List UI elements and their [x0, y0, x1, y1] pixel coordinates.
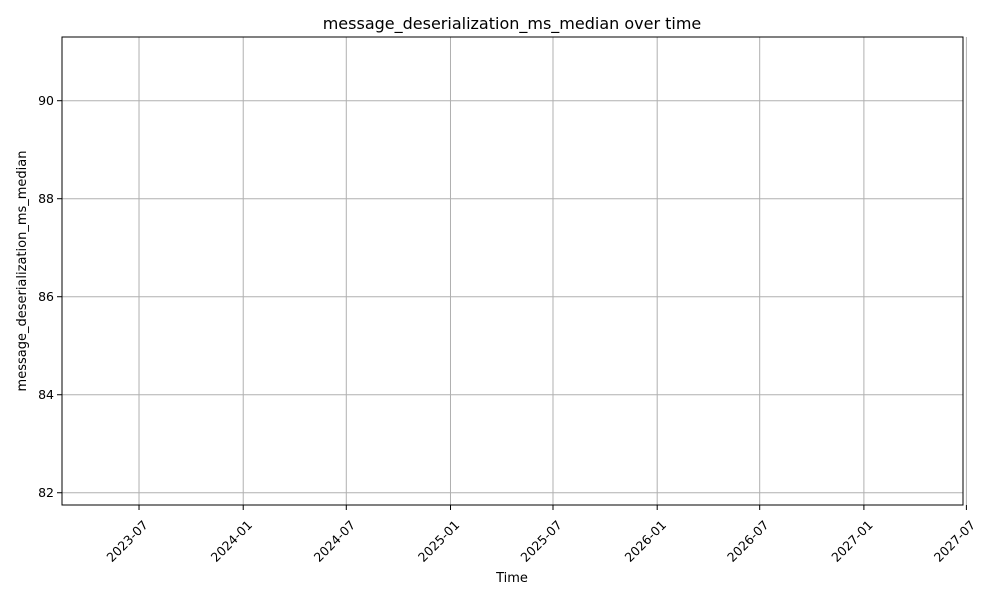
y-tick-label: 90: [38, 93, 54, 108]
x-tick-label: 2027-01: [828, 517, 876, 565]
y-tick-label: 82: [38, 485, 54, 500]
x-tick-label: 2026-07: [724, 517, 772, 565]
chart-title: message_deserialization_ms_median over t…: [323, 14, 702, 34]
x-axis: 2023-07 2024-01 2024-07 2025-01 2025-07 2026-…: [103, 505, 978, 565]
x-axis-label: Time: [495, 571, 528, 586]
x-tick-label: 2024-07: [311, 517, 359, 565]
plot-frame: [61, 36, 964, 506]
x-tick-label: 2023-07: [103, 517, 151, 565]
y-axis: 82 84 86 88 90: [38, 93, 62, 500]
x-tick-label: 2024-01: [208, 517, 256, 565]
grid-lines: [62, 37, 967, 505]
y-axis-label: message_deserialization_ms_median: [15, 151, 30, 392]
x-tick-label: 2025-07: [517, 517, 565, 565]
y-tick-label: 88: [38, 191, 54, 206]
x-tick-label: 2027-07: [931, 517, 979, 565]
x-tick-label: 2025-01: [415, 517, 463, 565]
y-tick-label: 84: [38, 387, 54, 402]
y-tick-label: 86: [38, 289, 54, 304]
x-tick-label: 2026-01: [622, 517, 670, 565]
